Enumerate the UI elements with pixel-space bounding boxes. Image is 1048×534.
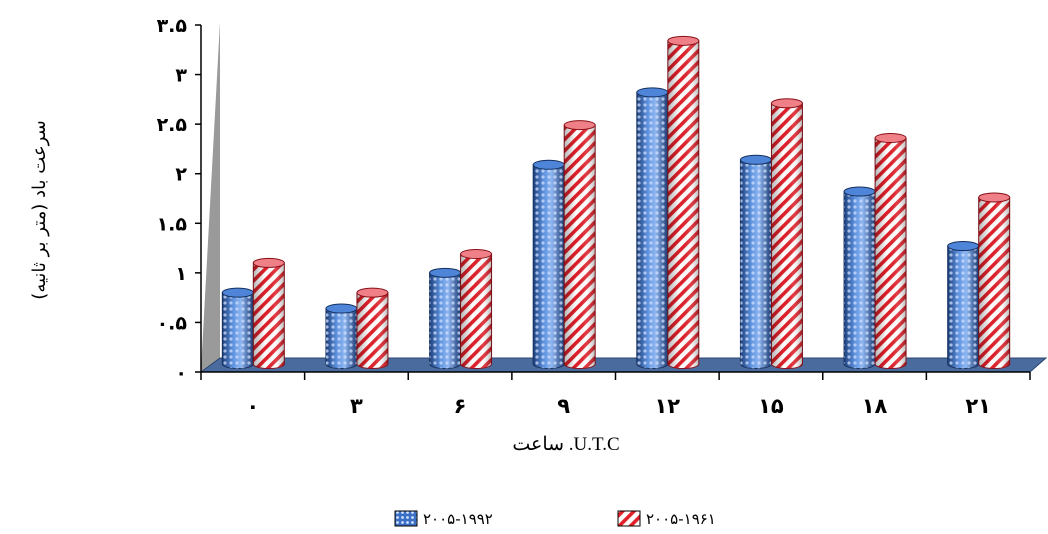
bar-1-4 — [636, 87, 669, 369]
y-tick-label: ۰.۵ — [157, 312, 188, 334]
y-tick-label: ۳.۵ — [157, 15, 188, 37]
bar-2-2 — [460, 248, 493, 369]
x-tick-label: ۰ — [246, 394, 259, 418]
legend-swatch-series-1 — [394, 510, 418, 527]
bar-1-3 — [532, 159, 565, 369]
bar-2-5 — [770, 98, 803, 369]
bar-2-4 — [667, 35, 700, 369]
y-tick-label: ۲ — [175, 164, 187, 186]
x-tick-label: ۳ — [350, 394, 363, 418]
x-tick-label: ۲۱ — [965, 394, 991, 418]
bar-2-1 — [356, 287, 389, 369]
y-axis-label: سرعت باد (متر بر ثانیه) — [29, 120, 50, 299]
bar-2-7 — [978, 192, 1011, 369]
legend-swatch-series-2 — [617, 510, 641, 527]
y-tick-label: ۳ — [175, 65, 187, 87]
x-tick-label: ۹ — [557, 394, 570, 418]
y-tick-label: ۲.۵ — [157, 114, 188, 136]
legend: ۲۰۰۵-۱۹۹۲ ۲۰۰۵-۱۹۶۱ — [394, 510, 716, 528]
chart-back-wall — [201, 22, 220, 372]
bar-1-6 — [843, 186, 876, 369]
bar-2-6 — [874, 132, 907, 369]
bar-1-7 — [947, 241, 980, 369]
y-tick-label: ۰ — [175, 362, 187, 384]
x-tick-label: ۱۲ — [654, 394, 680, 418]
y-ticks: ۰ ۰.۵ ۱ ۱.۵ ۲ ۲.۵ ۳ ۳.۵ — [157, 15, 201, 384]
x-tick-label: ۱۵ — [758, 394, 784, 418]
legend-label-series-1: ۲۰۰۵-۱۹۹۲ — [423, 510, 493, 528]
bar-2-3 — [563, 120, 596, 369]
bars — [221, 35, 1011, 369]
legend-label-series-2: ۲۰۰۵-۱۹۶۱ — [646, 510, 716, 528]
x-tick-label: ۶ — [454, 394, 467, 418]
bar-1-5 — [739, 154, 772, 369]
x-ticks: ۰ ۳ ۶ ۹ ۱۲ ۱۵ ۱۸ ۲۱ — [200, 372, 1031, 418]
bar-2-0 — [252, 257, 285, 369]
x-axis-label: ساعت .U.T.C — [512, 434, 619, 455]
y-tick-label: ۱.۵ — [157, 213, 188, 235]
bar-1-2 — [429, 267, 462, 369]
x-tick-label: ۱۸ — [862, 394, 888, 418]
y-tick-label: ۱ — [175, 263, 187, 285]
bar-1-1 — [325, 303, 358, 369]
bar-1-0 — [221, 287, 254, 369]
